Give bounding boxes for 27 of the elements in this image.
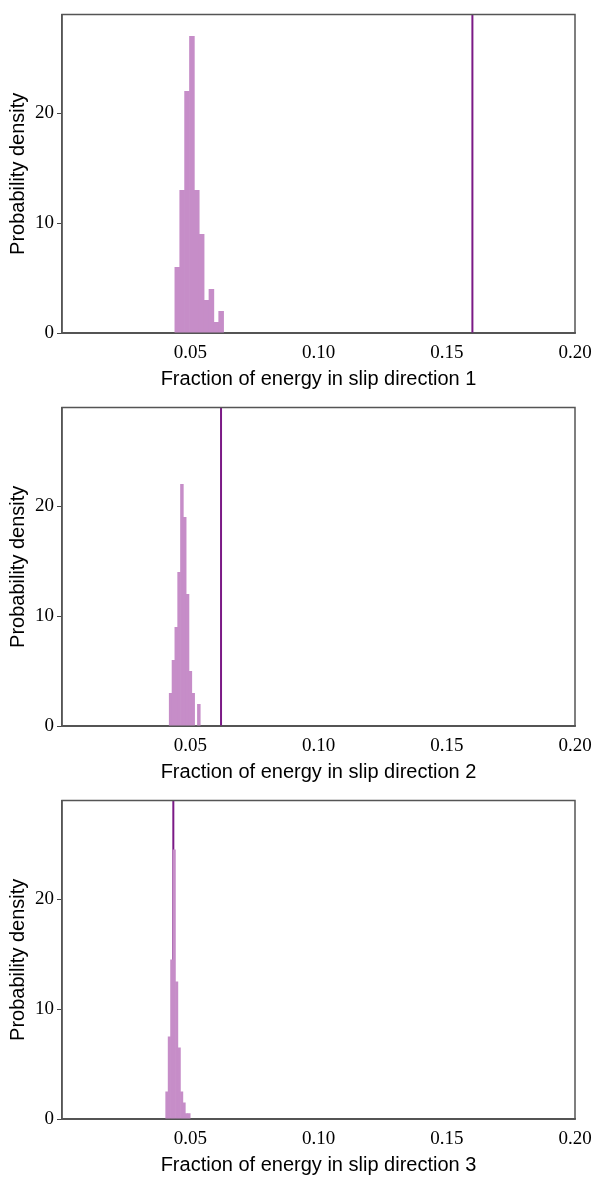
x-axis-title: Fraction of energy in slip direction 1	[160, 366, 477, 389]
x-tick-label: 0.10	[301, 1126, 336, 1148]
x-tick-label: 0.10	[301, 340, 336, 362]
x-tick-label: 0.05	[173, 340, 207, 362]
x-axis-title: Fraction of energy in slip direction 3	[160, 1152, 477, 1175]
y-tick-label: 20	[35, 887, 54, 909]
x-tick-label: 0.20	[558, 733, 592, 755]
x-tick-label: 0.15	[430, 1126, 464, 1148]
x-tick-label: 0.15	[430, 340, 464, 362]
y-tick-label: 0	[44, 321, 54, 343]
y-axis-title: Probability density	[5, 485, 28, 648]
y-tick-label: 20	[35, 101, 54, 123]
y-axis-title: Probability density	[5, 878, 28, 1041]
x-tick-label: 0.05	[173, 733, 207, 755]
x-axis-title: Fraction of energy in slip direction 2	[160, 759, 477, 782]
y-tick-label: 0	[44, 714, 54, 736]
x-tick-label: 0.05	[173, 1126, 207, 1148]
x-tick-label: 0.15	[430, 733, 464, 755]
x-tick-label: 0.10	[301, 733, 336, 755]
y-axis-title: Probability density	[5, 92, 28, 255]
y-tick-label: 20	[35, 494, 54, 516]
y-tick-label: 10	[35, 604, 54, 626]
y-tick-label: 10	[35, 997, 54, 1019]
x-tick-label: 0.20	[558, 340, 592, 362]
x-tick-label: 0.20	[558, 1126, 592, 1148]
y-tick-label: 10	[35, 211, 54, 233]
y-tick-label: 0	[44, 1107, 54, 1129]
